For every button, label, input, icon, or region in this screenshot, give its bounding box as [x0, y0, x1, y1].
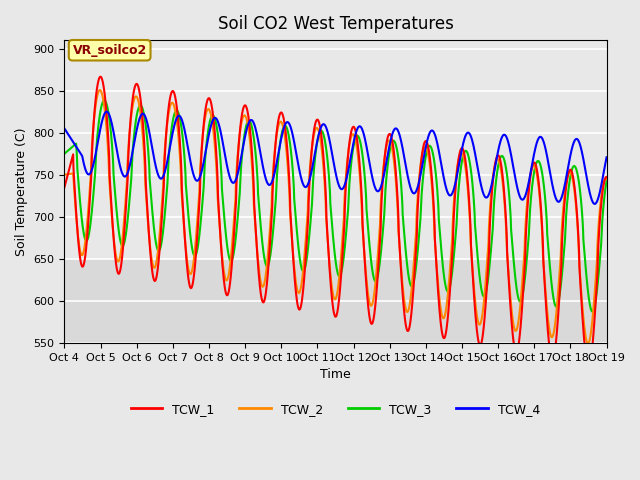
TCW_1 [234, 149, 242, 155]
Title: Soil CO2 West Temperatures: Soil CO2 West Temperatures [218, 15, 453, 33]
TCW_3 [589, 309, 596, 314]
TCW_2 [465, 193, 472, 199]
TCW_1 [603, 174, 611, 180]
TCW_2 [75, 238, 83, 244]
Line: TCW_1: TCW_1 [65, 77, 607, 367]
TCW_3 [306, 229, 314, 235]
TCW_2 [306, 170, 314, 176]
TCW_4 [234, 169, 242, 175]
TCW_1 [97, 74, 104, 80]
TCW_4 [603, 155, 611, 160]
TCW_3 [61, 151, 68, 156]
TCW_3 [75, 181, 83, 187]
TCW_1 [306, 178, 314, 184]
TCW_2 [239, 114, 247, 120]
TCW_4 [75, 147, 83, 153]
TCW_2 [96, 87, 104, 93]
TCW_4 [591, 201, 598, 207]
Y-axis label: Soil Temperature (C): Soil Temperature (C) [15, 127, 28, 256]
TCW_3 [100, 97, 108, 103]
TCW_1 [585, 364, 593, 370]
TCW_3 [234, 209, 242, 215]
TCW_2 [128, 110, 136, 116]
Bar [65, 259, 607, 343]
TCW_4 [61, 126, 68, 132]
TCW_4 [465, 130, 472, 135]
TCW_2 [584, 341, 592, 347]
Line: TCW_3: TCW_3 [65, 100, 607, 312]
TCW_4 [103, 108, 111, 114]
TCW_3 [603, 179, 611, 184]
TCW_1 [61, 184, 68, 190]
TCW_4 [239, 144, 247, 150]
X-axis label: Time: Time [320, 368, 351, 381]
TCW_4 [128, 154, 136, 160]
TCW_3 [465, 153, 472, 158]
TCW_3 [239, 143, 247, 149]
TCW_1 [239, 107, 247, 112]
TCW_3 [128, 169, 136, 175]
Legend: TCW_1, TCW_2, TCW_3, TCW_4: TCW_1, TCW_2, TCW_3, TCW_4 [126, 398, 545, 421]
TCW_1 [465, 186, 472, 192]
Line: TCW_4: TCW_4 [65, 111, 607, 204]
TCW_1 [128, 106, 136, 111]
TCW_2 [603, 176, 611, 181]
TCW_2 [61, 172, 68, 178]
TCW_2 [234, 146, 242, 152]
TCW_4 [306, 177, 314, 182]
TCW_1 [75, 241, 83, 247]
Line: TCW_2: TCW_2 [65, 90, 607, 344]
Text: VR_soilco2: VR_soilco2 [72, 44, 147, 57]
